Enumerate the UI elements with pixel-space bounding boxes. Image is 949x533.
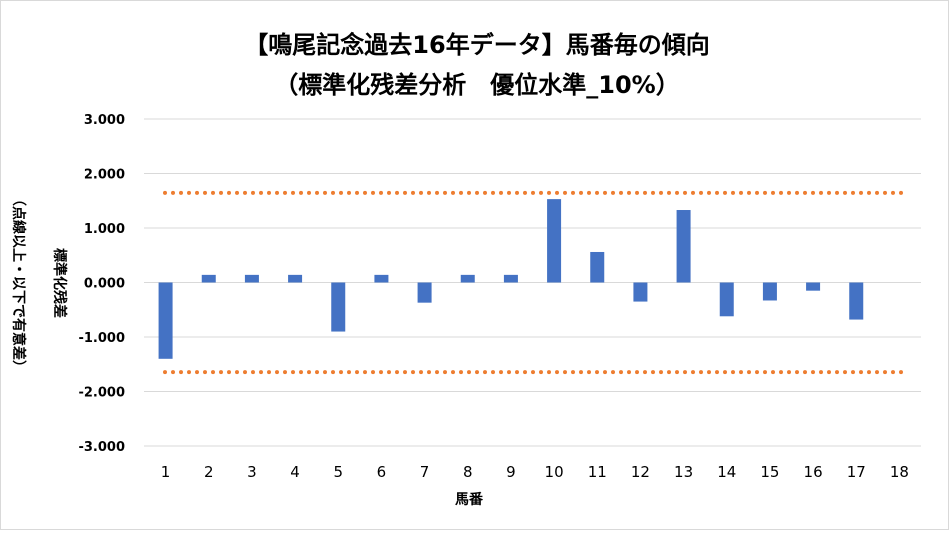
x-tick-label: 15 [760, 463, 779, 481]
x-tick-label: 2 [204, 463, 214, 481]
bar [547, 199, 562, 283]
bar [590, 251, 605, 283]
x-tick-label: 8 [463, 463, 473, 481]
gridlines [144, 118, 921, 447]
bar [633, 282, 648, 302]
x-tick-label: 9 [506, 463, 516, 481]
chart-title-line1: 【鳴尾記念過去16年データ】馬番毎の傾向 [244, 31, 709, 59]
y-tick-label: 1.000 [84, 222, 125, 237]
bar [460, 274, 475, 283]
x-tick-label: 17 [847, 463, 866, 481]
bar [676, 210, 691, 283]
x-axis-ticks: 1 2 3 4 5 6 7 8 9 10 11 12 13 14 15 16 17 18 [161, 463, 909, 481]
bar [762, 282, 777, 301]
bar [158, 282, 173, 359]
y-tick-label: 2.000 [84, 168, 125, 183]
bar [417, 282, 432, 303]
bar [288, 274, 303, 283]
x-axis-title: 馬番 [455, 491, 484, 508]
y-axis-ticks: 3.000 2.000 1.000 0.000 -1.000 -2.000 -3.000 [78, 113, 125, 455]
bar [719, 282, 734, 317]
bar [374, 274, 389, 283]
x-tick-label: 3 [247, 463, 257, 481]
y-tick-label: 3.000 [84, 113, 125, 128]
x-tick-label: 16 [804, 463, 823, 481]
bar-series [158, 199, 864, 359]
x-tick-label: 18 [890, 463, 909, 481]
x-tick-label: 14 [717, 463, 736, 481]
bar [806, 282, 821, 291]
bar [331, 282, 346, 332]
y-tick-label: -3.000 [78, 440, 125, 455]
x-tick-label: 12 [631, 463, 650, 481]
x-tick-label: 4 [290, 463, 300, 481]
x-tick-label: 5 [333, 463, 343, 481]
y-tick-label: 0.000 [84, 277, 125, 292]
chart-title-line2: （標準化残差分析 優位水準_10%） [274, 71, 679, 99]
bar [201, 274, 216, 283]
x-tick-label: 10 [545, 463, 564, 481]
bar [849, 282, 864, 320]
threshold-lines [163, 190, 905, 375]
y-tick-label: -2.000 [78, 386, 125, 401]
y-axis-title: 標準化残差 [51, 248, 68, 318]
x-tick-label: 13 [674, 463, 693, 481]
x-tick-label: 6 [377, 463, 387, 481]
y-axis-subtitle: （点線以上・以下で有意差） [10, 192, 27, 374]
x-tick-label: 1 [161, 463, 171, 481]
y-tick-label: -1.000 [78, 331, 125, 346]
bar [503, 274, 518, 283]
bar [244, 274, 259, 283]
x-tick-label: 11 [588, 463, 607, 481]
x-tick-label: 7 [420, 463, 430, 481]
